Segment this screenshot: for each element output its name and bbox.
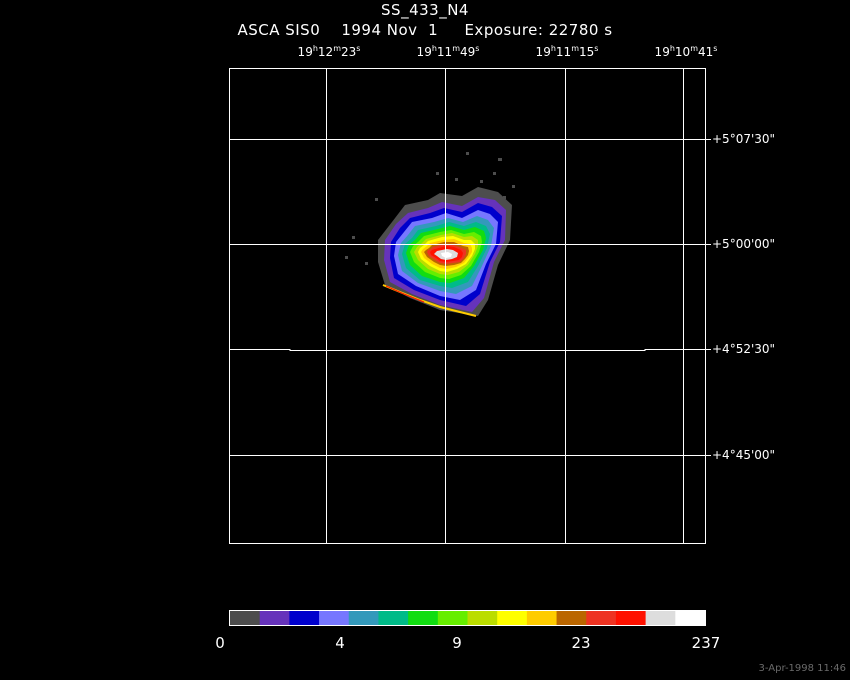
colorbar-swatch [408,611,439,625]
colorbar-swatch [615,611,647,625]
dec-label: +4°45'00" [712,448,776,462]
colorbar-swatch [526,611,558,625]
dec-label: +5°07'30" [712,132,776,146]
timestamp: 3-Apr-1998 11:46 [758,663,846,674]
ra-label: 19h11m49s [416,44,480,59]
colorbar-swatch [348,611,379,625]
coordinate-grid [229,68,711,544]
colorbar-border [229,610,706,626]
colorbar-swatch [675,611,706,625]
source-emission [345,152,515,317]
colorbar-label: 9 [452,634,462,652]
colorbar-swatch [497,611,528,625]
colorbar-swatch [437,611,468,625]
colorbar-swatch [230,611,261,625]
colorbar-swatch [319,611,350,625]
colorbar-swatch [467,611,498,625]
dec-label: +5°00'00" [712,237,776,251]
colorbar-swatch [289,611,320,625]
colorbar-label: 4 [335,634,345,652]
colorbar-swatch [378,611,409,625]
colorbar-label: 23 [571,634,591,652]
colorbar-swatch [556,611,587,625]
colorbar-swatch [586,611,617,625]
plot-subtitle: ASCA SIS0 1994 Nov 1 Exposure: 22780 s [237,21,613,39]
ra-label: 19h12m23s [297,44,361,59]
plot-title: SS_433_N4 [381,1,469,19]
dec-label: +4°52'30" [712,342,776,356]
colorbar-label: 0 [215,634,225,652]
ra-label: 19h11m15s [535,44,599,59]
colorbar-swatch [259,611,290,625]
colorbar [229,610,706,626]
colorbar-label: 237 [691,634,721,652]
ra-label: 19h10m41s [654,44,718,59]
colorbar-swatch [645,611,676,625]
